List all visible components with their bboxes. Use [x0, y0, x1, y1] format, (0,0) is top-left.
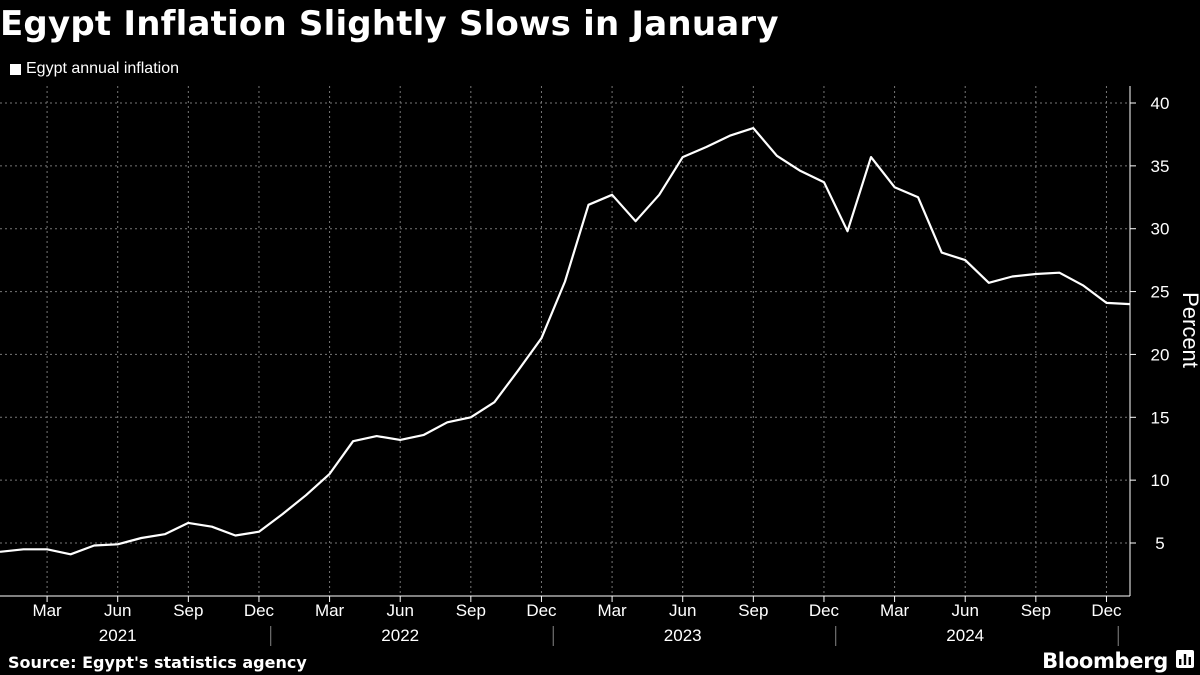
year-label: 2023 — [664, 626, 702, 645]
tick-labels: 5 10 15 20 25 30 35 40 Mar Jun Sep Dec Mar Jun Sep Dec M… — [32, 94, 1200, 645]
y-tick-label: 30 — [1151, 220, 1170, 239]
y-tick-label: 20 — [1151, 345, 1170, 364]
x-tick-label: Sep — [173, 601, 203, 620]
x-tick-label: Dec — [526, 601, 557, 620]
x-tick-label: Mar — [880, 601, 910, 620]
year-label: 2024 — [946, 626, 984, 645]
x-tick-label: Dec — [244, 601, 275, 620]
x-tick-label: Sep — [456, 601, 486, 620]
y-tick-label: 15 — [1151, 408, 1170, 427]
x-tick-label: Mar — [32, 601, 62, 620]
legend-label: Egypt annual inflation — [26, 60, 179, 77]
axes — [0, 86, 1136, 646]
y-tick-label: 35 — [1151, 157, 1170, 176]
x-tick-label: Jun — [951, 601, 978, 620]
y-tick-label: 5 — [1155, 534, 1164, 553]
bloomberg-logo: Bloomberg — [1042, 649, 1168, 673]
legend-swatch — [10, 63, 21, 75]
source-note: Source: Egypt's statistics agency — [8, 653, 307, 672]
x-tick-label: Mar — [315, 601, 345, 620]
x-tick-label: Mar — [597, 601, 627, 620]
series-layer — [0, 127, 1131, 556]
x-tick-label: Jun — [669, 601, 696, 620]
bloomberg-chart-icon — [1176, 650, 1194, 668]
y-tick-label: 40 — [1151, 94, 1170, 113]
x-tick-label: Sep — [1021, 601, 1051, 620]
gridlines — [0, 86, 1130, 596]
y-axis-title: Percent — [1178, 292, 1200, 368]
x-tick-label: Dec — [809, 601, 840, 620]
chart-title: Egypt Inflation Slightly Slows in Januar… — [0, 4, 779, 44]
x-tick-label: Dec — [1091, 601, 1122, 620]
series-line-egypt-inflation — [0, 127, 1131, 556]
year-label: 2021 — [99, 626, 137, 645]
legend: Egypt annual inflation — [10, 60, 179, 78]
x-tick-label: Jun — [386, 601, 413, 620]
y-tick-label: 25 — [1151, 283, 1170, 302]
year-label: 2022 — [381, 626, 419, 645]
x-tick-label: Sep — [738, 601, 768, 620]
y-tick-label: 10 — [1151, 471, 1170, 490]
x-tick-label: Jun — [104, 601, 131, 620]
